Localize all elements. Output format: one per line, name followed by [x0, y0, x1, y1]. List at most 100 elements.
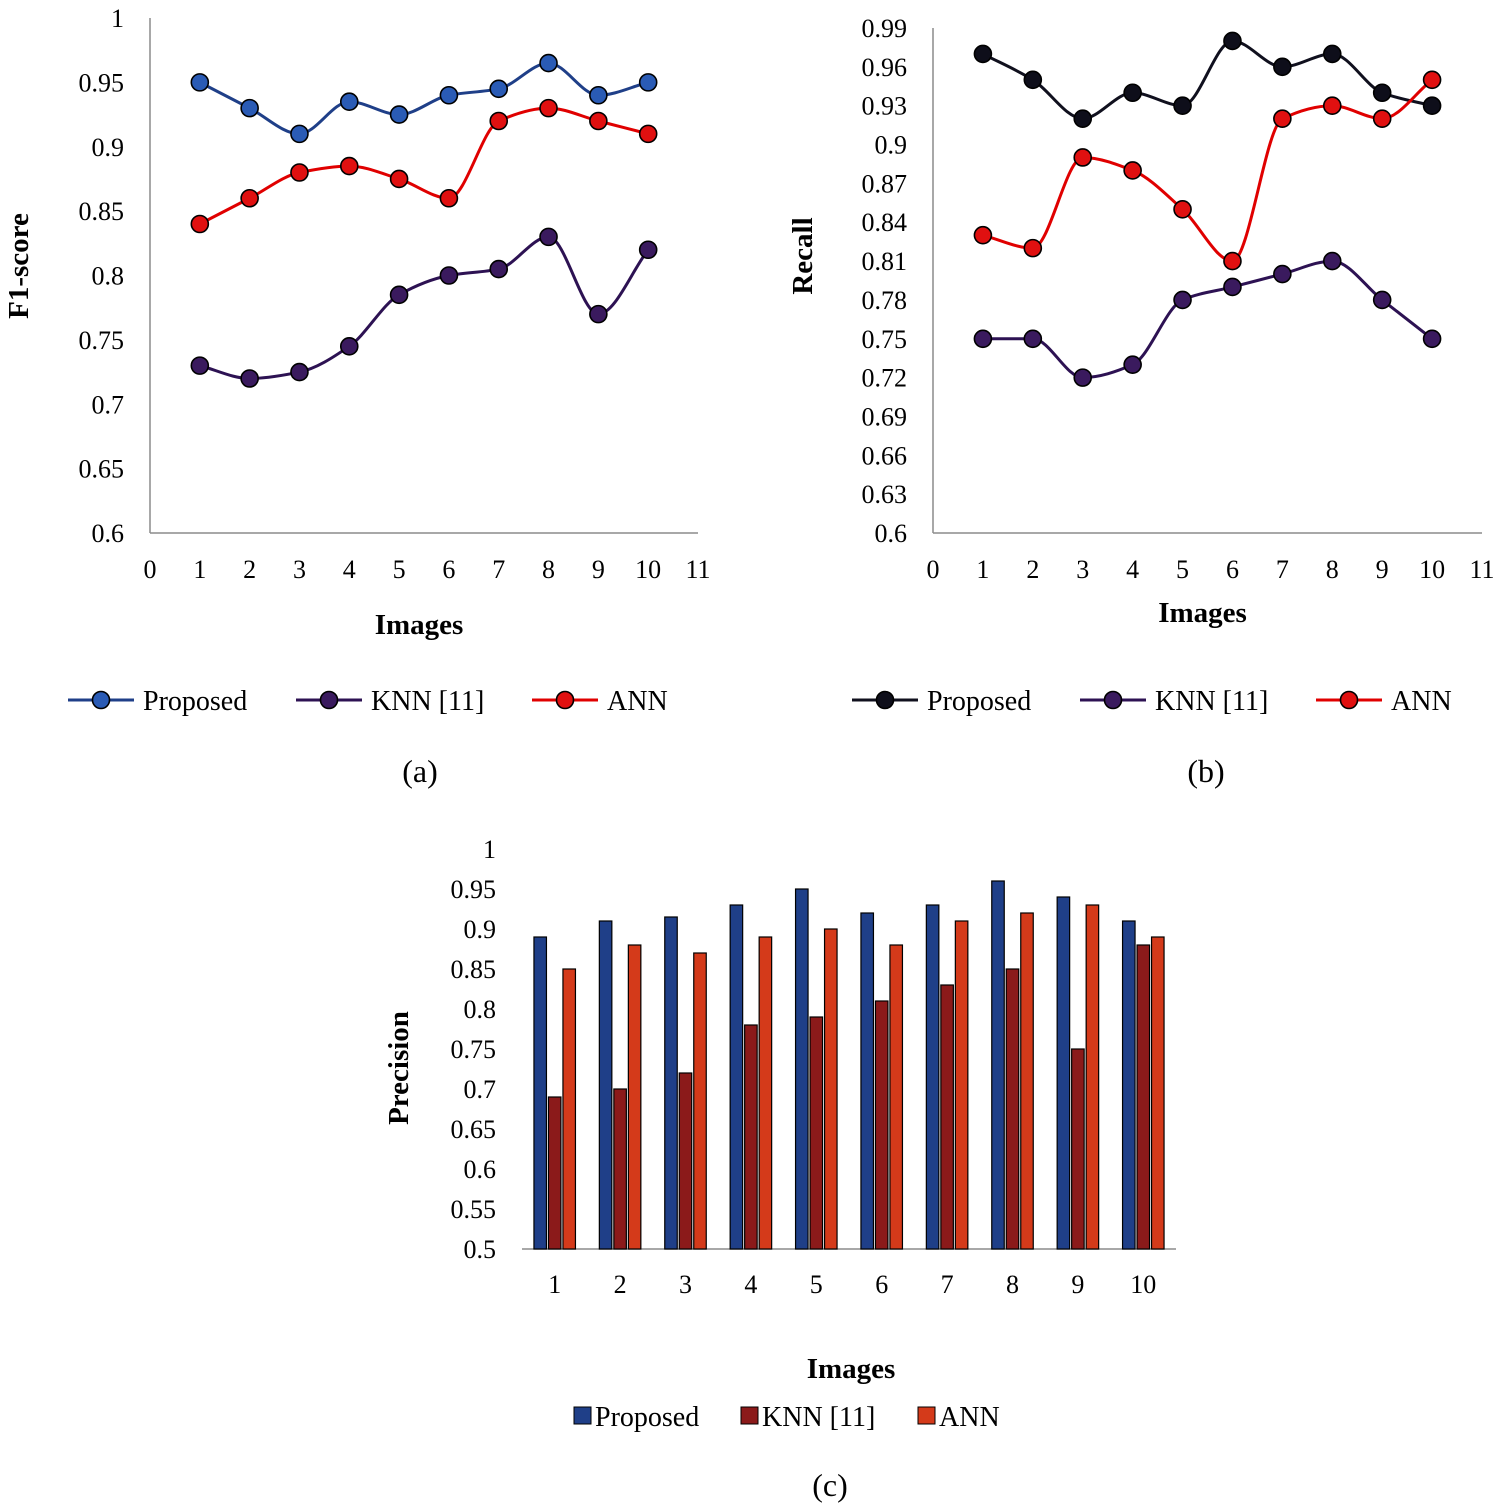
y-tick-label: 0.87 [862, 169, 908, 198]
data-point [389, 105, 409, 124]
y-tick-label: 0.78 [862, 286, 908, 315]
data-point [339, 156, 359, 176]
y-tick-label: 0.8 [464, 995, 497, 1024]
bar [598, 920, 613, 1250]
y-tick-label: 0.6 [875, 519, 908, 548]
x-tick-label: 0 [144, 555, 157, 584]
data-point [439, 188, 459, 208]
data-point [973, 329, 993, 349]
data-point [589, 304, 608, 324]
bar [874, 1000, 889, 1250]
data-point [1073, 368, 1093, 387]
y-tick-label: 0.75 [862, 325, 908, 354]
legend-label: Proposed [595, 1402, 699, 1433]
data-point [240, 188, 259, 208]
legend-item: KNN [11] [740, 1402, 875, 1433]
data-point [489, 259, 509, 279]
data-point [1023, 70, 1043, 90]
y-tick-label: 0.93 [862, 92, 908, 121]
data-point [1273, 57, 1292, 77]
series-line-knn-11- [199, 235, 650, 381]
y-tick-label: 0.85 [451, 955, 497, 984]
x-tick-label: 9 [1376, 555, 1389, 584]
data-point [1322, 44, 1342, 64]
data-point [389, 169, 409, 189]
bar [533, 936, 548, 1250]
data-point [1223, 277, 1242, 297]
data-point [539, 53, 558, 73]
data-point [1073, 148, 1093, 167]
x-tick-label: 11 [1469, 555, 1494, 584]
data-point [1372, 83, 1392, 103]
x-tick-label: 10 [1419, 555, 1445, 584]
y-axis-title: Precision [383, 1011, 415, 1125]
legend-marker [1103, 690, 1123, 710]
data-point [1322, 251, 1342, 271]
x-axis-title: Images [807, 1353, 896, 1385]
x-axis-title: Images [1158, 597, 1247, 629]
y-tick-label: 1 [483, 835, 496, 864]
y-tick-label: 0.84 [862, 208, 908, 237]
legend-label: KNN [11] [762, 1402, 875, 1433]
x-tick-label: 11 [685, 555, 710, 584]
x-tick-label: 1 [193, 555, 206, 584]
x-tick-label: 8 [1326, 555, 1339, 584]
x-tick-label: 10 [1130, 1270, 1156, 1299]
bar [1056, 896, 1071, 1250]
y-tick-label: 0.6 [92, 519, 125, 548]
legend-label: ANN [1391, 686, 1452, 717]
data-point [1173, 96, 1192, 115]
data-point [638, 73, 658, 92]
y-tick-label: 0.75 [79, 326, 125, 355]
data-point [240, 98, 259, 118]
data-point [1023, 329, 1043, 349]
x-tick-label: 7 [1276, 555, 1289, 584]
y-tick-label: 0.55 [451, 1195, 497, 1224]
data-point [290, 163, 309, 182]
bar [627, 944, 642, 1250]
data-point [1322, 96, 1342, 115]
bar [678, 1072, 693, 1250]
data-point [489, 79, 509, 99]
y-axis-title: Recall [787, 217, 819, 294]
bar [823, 928, 838, 1250]
legend-item: ANN [917, 1402, 1000, 1433]
data-point [290, 124, 309, 144]
data-point [539, 227, 558, 247]
bar [940, 984, 954, 1250]
data-point [638, 124, 658, 144]
data-point [339, 337, 359, 356]
y-tick-label: 0.99 [862, 14, 908, 43]
bar [1005, 968, 1020, 1250]
legend-item: KNN [11] [1080, 686, 1268, 717]
data-point [190, 73, 210, 92]
legend-marker [555, 690, 575, 710]
data-point [489, 111, 509, 131]
data-point [1173, 199, 1192, 219]
x-tick-label: 4 [343, 555, 356, 584]
data-point [1073, 109, 1093, 128]
data-point [1273, 109, 1292, 128]
x-tick-label: 5 [393, 555, 406, 584]
legend-item: Proposed [573, 1402, 699, 1433]
bar [1071, 1048, 1085, 1250]
bar [954, 920, 969, 1250]
y-tick-label: 0.6 [464, 1155, 497, 1184]
x-tick-label: 2 [614, 1270, 627, 1299]
legend-label: ANN [607, 686, 668, 717]
legend-label: Proposed [927, 686, 1031, 717]
data-point [1023, 238, 1043, 258]
bar [729, 904, 744, 1250]
legend-marker [319, 690, 339, 710]
y-tick-label: 0.65 [451, 1115, 497, 1144]
x-tick-label: 4 [1126, 555, 1139, 584]
chart-c: 0.5 0.55 0.6 0.65 0.7 0.75 0.8 0.85 0.9 0.95 1 1 2 3 4… [383, 835, 1176, 1503]
y-axis-title: F1-score [3, 213, 35, 319]
bar [809, 1016, 824, 1250]
y-tick-label: 1 [111, 4, 124, 33]
y-tick-label: 0.7 [92, 390, 125, 419]
legend-label: ANN [939, 1402, 1000, 1433]
data-point [439, 85, 459, 105]
data-point [539, 98, 558, 118]
